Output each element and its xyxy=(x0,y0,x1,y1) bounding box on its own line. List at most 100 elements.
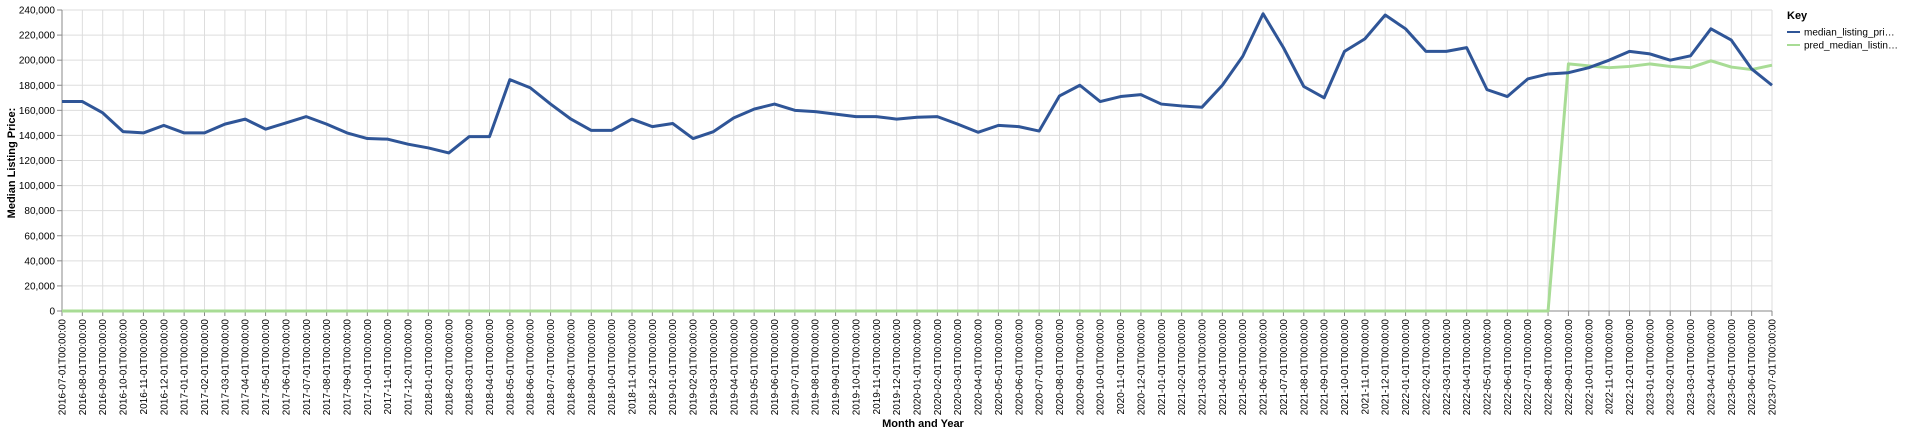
x-tick-label: 2021-10-01T00:00:00 xyxy=(1340,319,1351,416)
x-tick-label: 2022-08-01T00:00:00 xyxy=(1544,319,1555,416)
x-tick-label: 2018-04-01T00:00:00 xyxy=(485,319,496,416)
gridlines xyxy=(61,9,1773,312)
x-tick-label: 2018-02-01T00:00:00 xyxy=(444,319,455,416)
y-tick-label: 240,000 xyxy=(19,6,56,17)
x-tick-label: 2017-12-01T00:00:00 xyxy=(404,319,415,416)
y-tick-label: 140,000 xyxy=(19,131,56,142)
x-tick-label: 2021-06-01T00:00:00 xyxy=(1259,319,1270,416)
x-tick-label: 2022-12-01T00:00:00 xyxy=(1625,319,1636,416)
x-tick-label: 2016-12-01T00:00:00 xyxy=(159,319,170,416)
y-tick-label: 120,000 xyxy=(19,156,56,167)
x-tick-label: 2016-11-01T00:00:00 xyxy=(139,319,150,415)
x-tick-label: 2018-11-01T00:00:00 xyxy=(628,319,639,415)
x-tick-label: 2019-06-01T00:00:00 xyxy=(770,319,781,416)
x-tick-label: 2023-01-01T00:00:00 xyxy=(1645,319,1656,416)
legend-title: Key xyxy=(1787,10,1808,22)
y-tick-label: 80,000 xyxy=(24,206,55,217)
x-tick-label: 2019-07-01T00:00:00 xyxy=(790,319,801,416)
x-tick-label: 2017-11-01T00:00:00 xyxy=(383,319,394,415)
x-tick-label: 2016-09-01T00:00:00 xyxy=(98,319,109,416)
x-tick-label: 2021-12-01T00:00:00 xyxy=(1381,319,1392,416)
x-tick-label: 2020-12-01T00:00:00 xyxy=(1136,319,1147,416)
series-lines xyxy=(62,12,1773,313)
x-tick-label: 2017-03-01T00:00:00 xyxy=(220,319,231,416)
x-tick-label: 2021-02-01T00:00:00 xyxy=(1177,319,1188,416)
x-tick-label: 2021-09-01T00:00:00 xyxy=(1320,319,1331,416)
x-tick-label: 2017-09-01T00:00:00 xyxy=(343,319,354,416)
x-tick-label: 2020-11-01T00:00:00 xyxy=(1116,319,1127,415)
x-tick-label: 2018-03-01T00:00:00 xyxy=(465,319,476,416)
x-tick-label: 2019-01-01T00:00:00 xyxy=(668,319,679,416)
y-tick-label: 0 xyxy=(49,307,55,318)
x-tick-label: 2020-08-01T00:00:00 xyxy=(1055,319,1066,416)
x-tick-label: 2022-11-01T00:00:00 xyxy=(1605,319,1616,415)
x-tick-label: 2020-03-01T00:00:00 xyxy=(953,319,964,416)
x-tick-label: 2019-09-01T00:00:00 xyxy=(831,319,842,416)
x-tick-label: 2023-05-01T00:00:00 xyxy=(1727,319,1738,416)
x-tick-label: 2020-01-01T00:00:00 xyxy=(913,319,924,416)
x-tick-label: 2019-03-01T00:00:00 xyxy=(709,319,720,416)
x-tick-label: 2021-04-01T00:00:00 xyxy=(1218,319,1229,416)
x-tick-label: 2021-11-01T00:00:00 xyxy=(1360,319,1371,415)
y-tick-label: 180,000 xyxy=(19,81,56,92)
x-tick-label: 2023-06-01T00:00:00 xyxy=(1747,319,1758,416)
x-tick-label: 2021-05-01T00:00:00 xyxy=(1238,319,1249,416)
x-tick-label: 2022-03-01T00:00:00 xyxy=(1442,319,1453,416)
x-tick-label: 2018-01-01T00:00:00 xyxy=(424,319,435,416)
x-tick-label: 2022-07-01T00:00:00 xyxy=(1523,319,1534,416)
x-tick-label: 2017-05-01T00:00:00 xyxy=(261,319,272,416)
x-tick-label: 2021-07-01T00:00:00 xyxy=(1279,319,1290,416)
x-tick-label: 2020-06-01T00:00:00 xyxy=(1014,319,1025,416)
x-tick-label: 2023-03-01T00:00:00 xyxy=(1686,319,1697,416)
x-tick-label: 2018-12-01T00:00:00 xyxy=(648,319,659,416)
x-tick-label: 2019-05-01T00:00:00 xyxy=(750,319,761,416)
x-tick-label: 2017-02-01T00:00:00 xyxy=(200,319,211,416)
x-tick-label: 2020-07-01T00:00:00 xyxy=(1035,319,1046,416)
x-tick-label: 2019-02-01T00:00:00 xyxy=(689,319,700,416)
y-tick-label: 20,000 xyxy=(24,281,55,292)
y-axis-title: Median Listing Price: xyxy=(6,108,18,219)
x-tick-label: 2022-06-01T00:00:00 xyxy=(1503,319,1514,416)
x-tick-label: 2019-12-01T00:00:00 xyxy=(892,319,903,416)
x-tick-label: 2018-06-01T00:00:00 xyxy=(526,319,537,416)
x-tick-label: 2020-04-01T00:00:00 xyxy=(974,319,985,416)
x-tick-label: 2018-09-01T00:00:00 xyxy=(587,319,598,416)
series-line-pred_median_listin xyxy=(62,59,1773,313)
x-tick-label: 2017-06-01T00:00:00 xyxy=(281,319,292,416)
x-axis-title: Month and Year xyxy=(882,418,964,430)
x-tick-label: 2017-10-01T00:00:00 xyxy=(363,319,374,416)
x-tick-label: 2022-09-01T00:00:00 xyxy=(1564,319,1575,416)
legend: Key median_listing_pri… pred_median_listi… xyxy=(1787,10,1898,52)
x-tick-label: 2016-10-01T00:00:00 xyxy=(119,319,130,416)
x-tick-label: 2016-08-01T00:00:00 xyxy=(78,319,89,416)
x-tick-label: 2019-10-01T00:00:00 xyxy=(851,319,862,416)
legend-label: pred_median_listin… xyxy=(1804,41,1898,52)
x-axis: 2016-07-01T00:00:00 2016-08-01T00:00:00 20… xyxy=(58,310,1779,416)
x-tick-label: 2017-07-01T00:00:00 xyxy=(302,319,313,416)
x-tick-label: 2021-03-01T00:00:00 xyxy=(1198,319,1209,416)
x-tick-label: 2022-04-01T00:00:00 xyxy=(1462,319,1473,416)
x-tick-label: 2018-07-01T00:00:00 xyxy=(546,319,557,416)
x-tick-label: 2017-04-01T00:00:00 xyxy=(241,319,252,416)
y-tick-label: 200,000 xyxy=(19,56,56,67)
y-axis: 0 20,000 40,000 60,000 80,000 100,000 120,000 1… xyxy=(19,6,63,318)
x-tick-label: 2019-04-01T00:00:00 xyxy=(729,319,740,416)
legend-label: median_listing_pri… xyxy=(1804,28,1895,39)
x-tick-label: 2020-05-01T00:00:00 xyxy=(994,319,1005,416)
x-tick-label: 2020-02-01T00:00:00 xyxy=(933,319,944,416)
series-line-median_listing_pri xyxy=(62,12,1773,155)
x-tick-label: 2019-11-01T00:00:00 xyxy=(872,319,883,415)
x-tick-label: 2022-05-01T00:00:00 xyxy=(1483,319,1494,416)
y-tick-label: 220,000 xyxy=(19,31,56,42)
x-tick-label: 2020-09-01T00:00:00 xyxy=(1075,319,1086,416)
y-tick-label: 40,000 xyxy=(24,256,55,267)
y-tick-label: 100,000 xyxy=(19,181,56,192)
y-tick-label: 60,000 xyxy=(24,231,55,242)
x-tick-label: 2018-10-01T00:00:00 xyxy=(607,319,618,416)
x-tick-label: 2021-01-01T00:00:00 xyxy=(1157,319,1168,416)
x-tick-label: 2023-02-01T00:00:00 xyxy=(1666,319,1677,416)
x-tick-label: 2021-08-01T00:00:00 xyxy=(1299,319,1310,416)
x-tick-label: 2022-10-01T00:00:00 xyxy=(1584,319,1595,416)
